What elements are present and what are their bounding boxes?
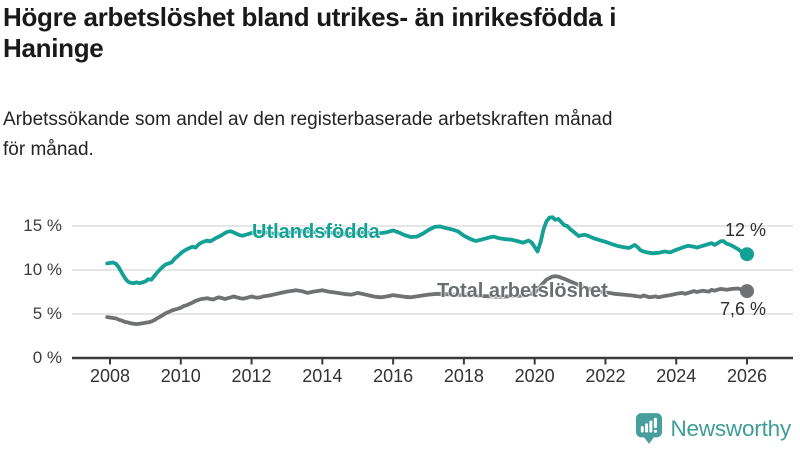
x-axis-tick-label: 2010 <box>160 366 201 386</box>
chart-subtitle-line-2: för månad. <box>3 139 94 160</box>
x-axis-tick-label: 2020 <box>514 366 555 386</box>
series-label-total-arbetsloshet: Total arbetslöshet <box>437 280 608 302</box>
x-axis-tick-label: 2024 <box>656 366 697 386</box>
x-axis-tick-label: 2014 <box>302 366 343 386</box>
x-axis-tick-label: 2012 <box>231 366 272 386</box>
x-axis-tick-label: 2016 <box>373 366 414 386</box>
x-axis-tick-label: 2022 <box>585 366 626 386</box>
series-label-utlandsfodda: Utlandsfödda <box>252 221 380 243</box>
x-axis-tick-label: 2026 <box>726 366 768 386</box>
y-axis-tick-label: 10 % <box>23 260 62 279</box>
newsworthy-brand-text: Newsworthy <box>670 415 791 441</box>
page-title-line-2: Haninge <box>3 33 104 63</box>
y-axis-tick-label: 15 % <box>23 216 62 235</box>
end-value-label-total-arbetsloshet: 7,6 % <box>719 299 766 319</box>
y-axis-tick-label: 5 % <box>32 304 62 323</box>
end-value-label-utlandsfodda: 12 % <box>724 220 766 240</box>
chart-subtitle-line-1: Arbetssökande som andel av den registerb… <box>3 109 613 130</box>
page-title-line-1: Högre arbetslöshet bland utrikes- än inr… <box>3 2 617 32</box>
y-axis-tick-label: 0 % <box>32 348 62 367</box>
newsworthy-logo[interactable]: Newsworthy <box>635 412 791 445</box>
x-axis-tick-label: 2018 <box>443 366 484 386</box>
chart-subtitle: Arbetssökande som andel av den registerb… <box>3 105 783 165</box>
page-title: Högre arbetslöshet bland utrikes- än inr… <box>3 2 795 64</box>
x-axis-tick-label: 2008 <box>89 366 131 386</box>
newsworthy-logo-icon <box>636 413 663 444</box>
